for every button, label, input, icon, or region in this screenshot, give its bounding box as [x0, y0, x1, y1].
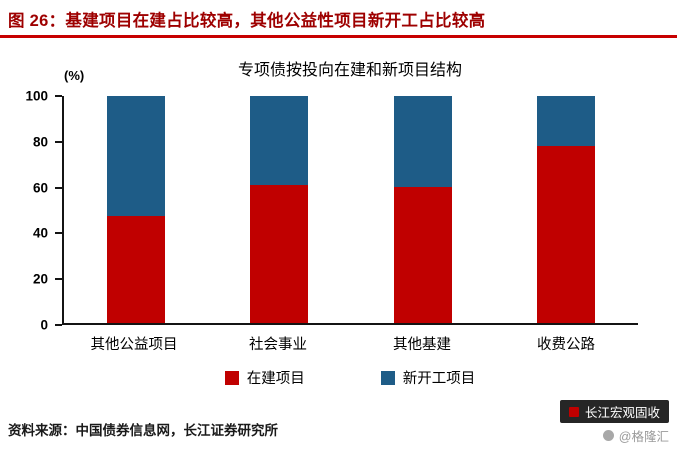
legend-item: 在建项目 — [224, 367, 305, 388]
y-tick-label: 80 — [32, 134, 48, 150]
legend-label: 新开工项目 — [402, 371, 476, 387]
stacked-bar — [537, 96, 596, 323]
brand-watermark-label: 长江宏观固收 — [584, 406, 660, 420]
bar-slot — [208, 96, 352, 323]
y-tick-label: 0 — [40, 317, 48, 333]
x-category-label: 其他公益项目 — [90, 337, 178, 353]
x-category-label: 收费公路 — [537, 337, 595, 353]
gelonghui-handle-label: @格隆汇 — [618, 430, 669, 444]
y-tick-label: 40 — [32, 225, 48, 241]
x-category-label: 社会事业 — [249, 337, 307, 353]
x-category-label: 其他基建 — [393, 337, 451, 353]
y-tick-label: 60 — [32, 180, 48, 196]
figure-title: 图 26：基建项目在建占比较高，其他公益性项目新开工占比较高 — [8, 12, 486, 30]
changjiang-logo-icon — [568, 406, 579, 417]
bar-segment — [250, 184, 309, 323]
stacked-bar — [250, 96, 309, 323]
legend-item: 新开工项目 — [380, 367, 476, 388]
bar-segment — [250, 96, 309, 185]
legend: 在建项目 新开工项目 — [62, 367, 638, 388]
bar-segment — [537, 96, 596, 146]
bar-slot — [64, 96, 208, 323]
bar-slot — [351, 96, 495, 323]
brand-watermark: 长江宏观固收 — [559, 400, 669, 423]
y-tick-mark — [55, 232, 62, 235]
bar-segment — [393, 186, 452, 323]
bar-slot — [495, 96, 639, 323]
legend-label: 在建项目 — [246, 371, 305, 387]
y-axis: 0 20 40 60 80 100 — [0, 89, 62, 333]
y-tick-mark — [55, 324, 62, 326]
x-axis-labels: 其他公益项目 社会事业 其他基建 收费公路 — [62, 333, 638, 354]
source-note: 资料来源：中国债券信息网，长江证券研究所 — [8, 423, 278, 438]
bar-segment — [106, 96, 165, 217]
plot-area — [62, 96, 638, 325]
y-tick-label: 100 — [25, 88, 48, 104]
y-tick-mark — [55, 186, 62, 189]
y-tick-mark — [55, 95, 62, 97]
bar-segment — [537, 145, 596, 323]
gelonghui-watermark: @格隆汇 — [560, 426, 669, 445]
legend-swatch — [224, 370, 239, 385]
stacked-bar — [106, 96, 165, 323]
y-tick-label: 20 — [32, 271, 48, 287]
header-divider — [0, 35, 677, 38]
stacked-bar — [393, 96, 452, 323]
y-axis-unit-label: (%) — [64, 68, 85, 83]
chart-title: 专项债按投向在建和新项目结构 — [237, 62, 462, 79]
y-tick-mark — [55, 140, 62, 143]
bar-segment — [393, 96, 452, 187]
legend-swatch — [380, 370, 395, 385]
bar-segment — [106, 216, 165, 323]
gelonghui-logo-icon — [602, 430, 614, 441]
watermark: 长江宏观固收 @格隆汇 — [559, 400, 669, 445]
y-tick-mark — [55, 278, 62, 281]
